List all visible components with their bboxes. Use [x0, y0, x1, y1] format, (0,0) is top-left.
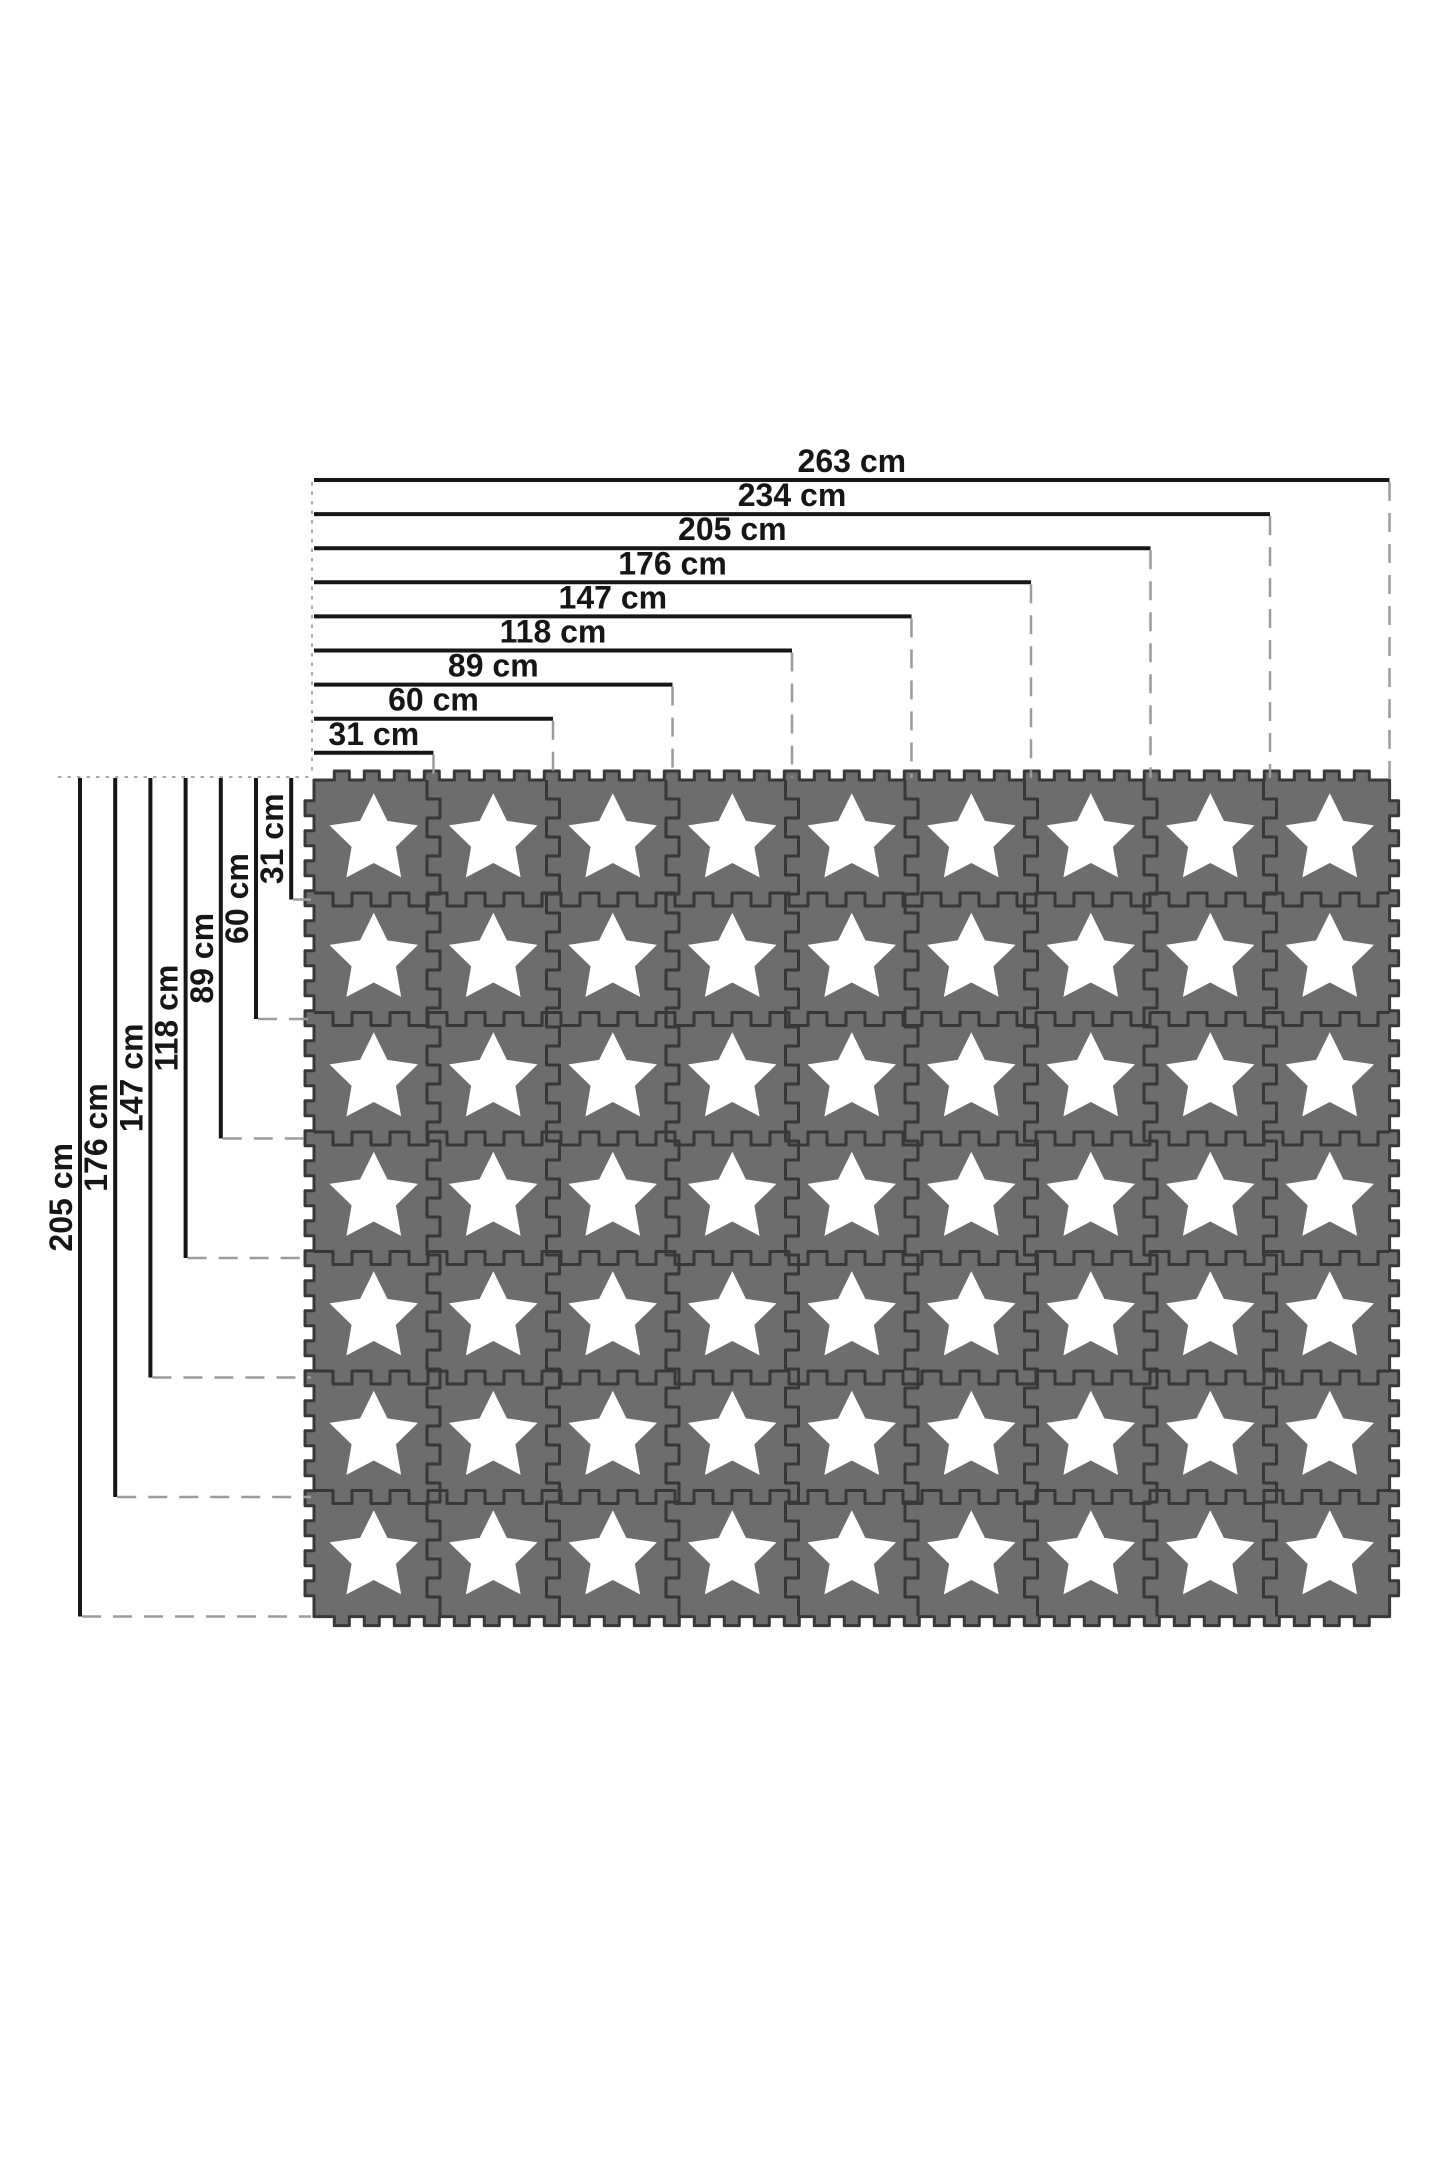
mat-seam-vertical [545, 780, 561, 1617]
star-icon [688, 1271, 777, 1356]
star-icon [449, 793, 538, 878]
star-icon [568, 912, 657, 997]
mat-seam-horizontal [314, 1250, 1390, 1266]
star-icon [449, 1151, 538, 1236]
star-icon [1285, 1151, 1374, 1236]
star-icon [568, 1032, 657, 1117]
star-icon [927, 793, 1016, 878]
mat-seam-horizontal [314, 891, 1390, 908]
star-icon [688, 793, 777, 878]
v-dimension-label-176: 176 cm [78, 1083, 114, 1192]
v-dimension-label-147: 147 cm [113, 1024, 149, 1133]
star-icon [329, 1510, 418, 1595]
star-icon [1285, 1510, 1374, 1595]
star-icon [329, 1151, 418, 1236]
star-icon [568, 1151, 657, 1236]
h-dimension-label-31: 31 cm [328, 716, 419, 752]
h-dimension-label-147: 147 cm [559, 579, 668, 615]
star-icon [1046, 1032, 1135, 1117]
mat-seam-horizontal [314, 1011, 1390, 1027]
star-icon [1285, 912, 1374, 997]
star-icon [807, 912, 896, 997]
star-icon [329, 793, 418, 878]
star-icon [449, 1032, 538, 1117]
star-icon [1046, 912, 1135, 997]
star-icon [688, 1151, 777, 1236]
star-icon [449, 1510, 538, 1595]
star-icon [1166, 1032, 1255, 1117]
mat-seam-vertical [784, 780, 800, 1617]
mat-seam-vertical [1262, 780, 1278, 1617]
star-icon [927, 1032, 1016, 1117]
v-dimension-label-31: 31 cm [254, 793, 290, 884]
star-icon [807, 1390, 896, 1475]
star-icon [449, 1271, 538, 1356]
v-dimension-label-118: 118 cm [149, 965, 185, 1072]
star-icon [1285, 1032, 1374, 1117]
v-dimension-label-60: 60 cm [219, 853, 255, 944]
star-icon [927, 912, 1016, 997]
star-icon [807, 1151, 896, 1236]
star-icon [807, 1032, 896, 1117]
star-icon [329, 1032, 418, 1117]
h-dimension-label-60: 60 cm [388, 682, 479, 718]
star-icon [1166, 1390, 1255, 1475]
star-icon [807, 1271, 896, 1356]
star-icon [449, 1390, 538, 1475]
star-icon [449, 912, 538, 997]
star-icon [1285, 1390, 1374, 1475]
h-dimension-label-118: 118 cm [500, 614, 607, 650]
mat-seam-horizontal [314, 1489, 1390, 1505]
star-icon [1166, 1151, 1255, 1236]
star-icon [688, 1510, 777, 1595]
star-icon [1046, 1271, 1135, 1356]
star-icon [329, 1271, 418, 1356]
star-icon [1046, 1510, 1135, 1595]
star-icon [1046, 1390, 1135, 1475]
h-dimension-label-205: 205 cm [678, 511, 787, 547]
star-icon [688, 912, 777, 997]
star-icon [927, 1151, 1016, 1236]
star-icon [329, 1390, 418, 1475]
star-icon [1166, 1510, 1255, 1595]
mat-seam-vertical [1142, 780, 1159, 1617]
star-icon [688, 1390, 777, 1475]
star-icon [568, 1271, 657, 1356]
v-dimension-label-89: 89 cm [184, 913, 220, 1004]
star-icon [568, 793, 657, 878]
star-icon [329, 912, 418, 997]
star-icon [1166, 793, 1255, 878]
star-icon [1046, 793, 1135, 878]
play-mat [303, 769, 1401, 1628]
mat-seam-vertical [664, 780, 681, 1617]
star-icon [927, 1390, 1016, 1475]
star-icon [1285, 1271, 1374, 1356]
h-dimension-label-176: 176 cm [618, 545, 727, 581]
mat-seam-vertical [1023, 780, 1039, 1617]
star-icon [568, 1390, 657, 1475]
star-icon [927, 1510, 1016, 1595]
mat-seam-horizontal [314, 1130, 1390, 1147]
star-icon [1285, 793, 1374, 878]
star-icon [1166, 912, 1255, 997]
star-icon [927, 1271, 1016, 1356]
mat-seam-vertical [903, 780, 920, 1617]
v-dimension-label-205: 205 cm [43, 1143, 79, 1252]
star-icon [688, 1032, 777, 1117]
mat-seam-horizontal [314, 1369, 1390, 1386]
h-dimension-label-234: 234 cm [738, 477, 847, 513]
star-icon [807, 1510, 896, 1595]
h-dimension-label-89: 89 cm [448, 648, 539, 684]
star-icon [1046, 1151, 1135, 1236]
star-icon [1166, 1271, 1255, 1356]
star-icon [807, 793, 896, 878]
star-icon [568, 1510, 657, 1595]
mat-seam-vertical [425, 780, 442, 1617]
h-dimension-label-263: 263 cm [798, 443, 907, 479]
